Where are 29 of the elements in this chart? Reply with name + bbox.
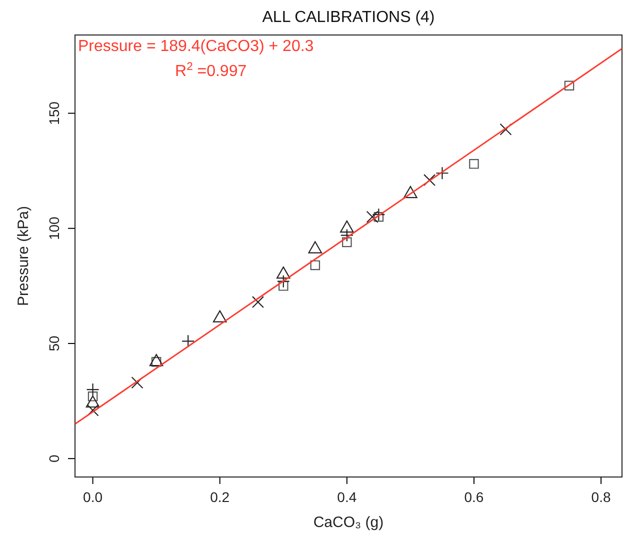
point xyxy=(276,274,290,288)
x-tick-label: 0.4 xyxy=(337,488,357,505)
point xyxy=(500,123,512,136)
annotation: R$^{2}$ =0.997 xyxy=(175,61,247,80)
point xyxy=(469,159,479,169)
x-axis-title: CaCO₃ (g) xyxy=(313,514,384,531)
point xyxy=(86,404,99,416)
point xyxy=(86,382,100,396)
point xyxy=(342,237,352,248)
x-tick-label: 0.6 xyxy=(464,488,484,505)
point xyxy=(182,334,195,348)
x-tick-label: 0.2 xyxy=(210,488,230,505)
y-tick-label: 50 xyxy=(46,335,62,352)
x-tick-label: 0.8 xyxy=(591,488,611,505)
chart-title: ALL CALIBRATIONS (4) xyxy=(262,9,435,26)
point xyxy=(564,80,574,91)
point xyxy=(252,296,264,308)
y-tick-label: 100 xyxy=(46,216,62,240)
y-tick-label: 150 xyxy=(46,101,62,125)
point xyxy=(340,228,354,242)
point xyxy=(372,208,386,222)
annotation: Pressure = 189.4(CaCO3) + 20.3 xyxy=(78,38,314,55)
point xyxy=(366,210,378,223)
x-tick-label: 0.0 xyxy=(83,488,103,505)
y-axis-title: Pressure (kPa) xyxy=(15,206,32,306)
point xyxy=(131,376,144,389)
point xyxy=(374,212,384,222)
point xyxy=(310,260,320,270)
y-tick-label: 0 xyxy=(46,454,62,462)
